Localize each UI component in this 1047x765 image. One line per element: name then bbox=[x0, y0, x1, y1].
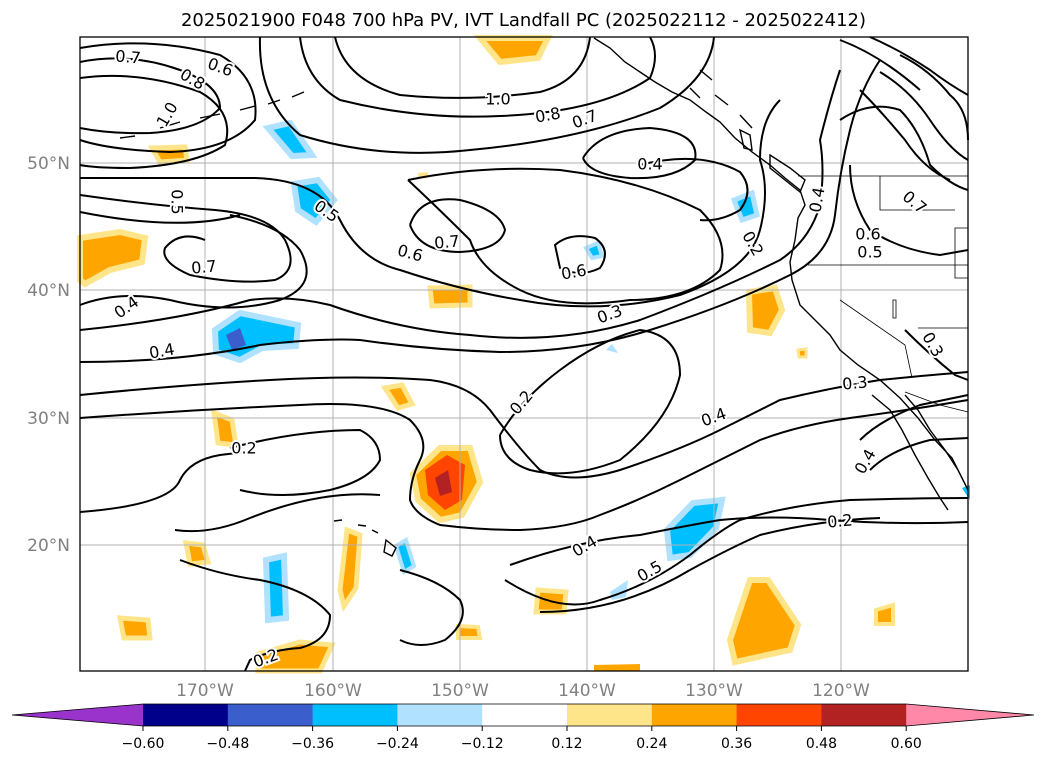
contour-label: 0.7 bbox=[433, 231, 460, 252]
colorbar-tick-label: −0.12 bbox=[461, 736, 504, 752]
colorbar-segment bbox=[651, 704, 738, 726]
positive-anomaly-patch bbox=[116, 615, 153, 641]
negative-anomaly-patch bbox=[290, 176, 338, 227]
contour-label: 0.6 bbox=[205, 54, 235, 81]
positive-anomaly-patch bbox=[594, 664, 640, 671]
alaska-panhandle-coast bbox=[593, 37, 969, 491]
lon-label: 160°W bbox=[304, 681, 362, 701]
negative-anomaly-patch bbox=[663, 496, 726, 562]
positive-anomaly-patch bbox=[380, 382, 416, 411]
contour-label: 1.0 bbox=[485, 90, 510, 109]
contour-label: 0.7 bbox=[190, 256, 217, 277]
positive-anomaly-patch bbox=[255, 639, 336, 674]
colorbar-segment bbox=[821, 704, 907, 726]
colorbar-tick-label: −0.24 bbox=[376, 736, 419, 752]
map-title: 2025021900 F048 700 hPa PV, IVT Landfall… bbox=[180, 10, 867, 31]
contour-label: 0.7 bbox=[899, 187, 931, 218]
lat-label: 50°N bbox=[27, 154, 70, 174]
lon-label: 150°W bbox=[431, 681, 489, 701]
colorbar-tick-label: 0.36 bbox=[721, 736, 752, 752]
negative-anomaly-patch bbox=[610, 580, 628, 600]
positive-anomaly-patch bbox=[473, 35, 553, 66]
lat-label: 20°N bbox=[27, 536, 70, 556]
contour-label: 0.2 bbox=[506, 387, 537, 419]
colorbar-tick-label: 0.12 bbox=[551, 736, 582, 752]
contour-label: 0.4 bbox=[148, 339, 176, 362]
positive-anomaly-patch bbox=[435, 470, 452, 496]
negative-anomaly-patch bbox=[583, 240, 605, 261]
contour-label: 0.5 bbox=[168, 189, 187, 214]
negative-anomaly-patch bbox=[730, 189, 760, 224]
contour-label: 0.7 bbox=[115, 46, 142, 67]
positive-anomaly-patch bbox=[182, 540, 212, 567]
lon-label: 170°W bbox=[176, 681, 234, 701]
state-border bbox=[954, 227, 969, 279]
lon-label: 130°W bbox=[685, 681, 743, 701]
colorbar-tick-label: −0.36 bbox=[291, 736, 334, 752]
negative-anomaly-patch bbox=[393, 536, 417, 576]
colorbar-segment bbox=[397, 704, 483, 726]
contour-label: 0.2 bbox=[826, 510, 853, 531]
colorbar-tick-label: 0.24 bbox=[636, 736, 667, 752]
contour-label: 0.4 bbox=[698, 404, 728, 431]
positive-anomaly-patch bbox=[796, 347, 808, 359]
map-frame bbox=[79, 36, 969, 672]
pv-contours bbox=[79, 36, 969, 672]
lake bbox=[892, 299, 897, 319]
negative-anomaly-patch bbox=[226, 328, 246, 350]
lat-label: 40°N bbox=[27, 281, 70, 301]
colorbar-tick-label: −0.48 bbox=[206, 736, 249, 752]
contour-label: 0.8 bbox=[177, 65, 209, 94]
colorbar-tick-label: 0.48 bbox=[806, 736, 837, 752]
colorbar-segment bbox=[482, 704, 568, 726]
contour-label: 0.3 bbox=[841, 372, 868, 393]
contour-label: 0.3 bbox=[918, 329, 947, 361]
contour-label: 1.0 bbox=[153, 99, 182, 131]
contour-label: 0.6 bbox=[560, 260, 588, 283]
contour-label: 0.4 bbox=[637, 155, 662, 174]
vancouver-island bbox=[769, 153, 806, 194]
negative-anomaly-patch bbox=[606, 344, 618, 353]
contour-label: 0.5 bbox=[857, 243, 882, 262]
contour-label: 0.4 bbox=[851, 446, 880, 478]
positive-anomaly-patch bbox=[874, 602, 895, 626]
negative-anomaly-patch bbox=[262, 552, 290, 624]
colorbar-segment bbox=[567, 704, 653, 726]
state-border bbox=[839, 299, 913, 379]
colorbar-segment bbox=[736, 704, 822, 726]
positive-anomaly-patch bbox=[726, 577, 802, 666]
lon-label: 140°W bbox=[558, 681, 616, 701]
pv-anomaly-fills bbox=[77, 35, 970, 674]
positive-anomaly-patch bbox=[147, 144, 190, 165]
contour-label: 0.8 bbox=[534, 103, 562, 126]
positive-anomaly-patch bbox=[77, 228, 149, 288]
bc-coast-islands bbox=[689, 69, 753, 129]
colorbar: −0.60 −0.48 −0.36 −0.24 −0.12 0.12 0.24 0.36 0.4… bbox=[11, 703, 1035, 752]
contour-label: 0.2 bbox=[738, 228, 767, 260]
positive-anomaly-patch bbox=[745, 284, 786, 337]
contour-label: 0.5 bbox=[634, 557, 666, 586]
contour-label: 0.4 bbox=[805, 186, 828, 214]
positive-anomaly-patch bbox=[456, 623, 483, 640]
colorbar-segment bbox=[143, 704, 229, 726]
colorbar-tick-label: −0.60 bbox=[122, 736, 165, 752]
colorbar-extend-max bbox=[906, 704, 1034, 726]
colorbar-extend-min bbox=[12, 704, 143, 726]
colorbar-tick-label: 0.60 bbox=[891, 736, 922, 752]
contour-label: 0.6 bbox=[396, 241, 426, 266]
positive-anomaly-patch bbox=[337, 526, 363, 613]
contour-label: 0.4 bbox=[569, 532, 601, 561]
contour-label: 0.2 bbox=[231, 439, 256, 458]
colorbar-segment bbox=[227, 704, 314, 726]
haida-gwaii bbox=[738, 128, 753, 151]
colorbar-segment bbox=[312, 704, 398, 726]
state-border bbox=[879, 176, 955, 211]
contour-label: 0.6 bbox=[855, 225, 880, 244]
lon-label: 120°W bbox=[812, 681, 870, 701]
negative-anomaly-patch bbox=[262, 119, 318, 160]
lat-label: 30°N bbox=[27, 409, 70, 429]
hawaii-islands bbox=[333, 519, 397, 557]
